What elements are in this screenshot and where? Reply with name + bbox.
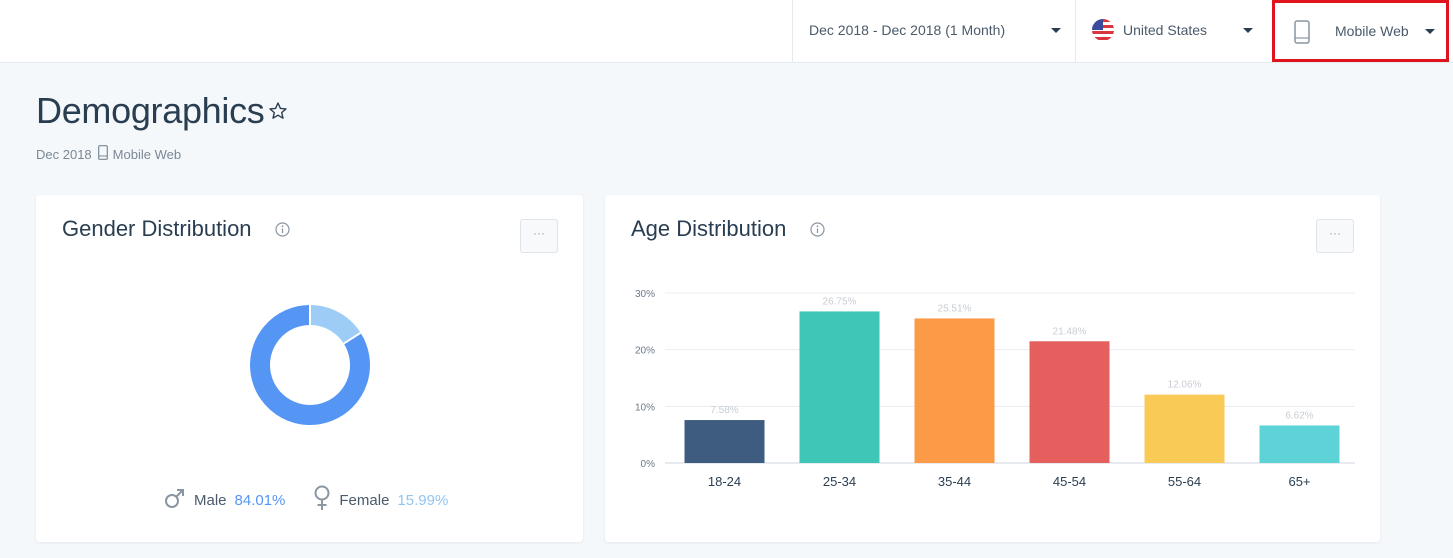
bar-value-label: 7.58% [710,405,738,416]
donut-slice-female[interactable] [309,305,361,344]
age-card-title: Age Distribution [631,216,787,241]
y-tick-label: 20% [635,346,655,357]
bar-18-24[interactable] [684,420,765,463]
chevron-down-icon [1425,29,1435,34]
bar-45-54[interactable] [1029,341,1110,463]
page-title: Demographics [36,90,265,131]
male-label: Male [194,491,227,509]
country-dropdown[interactable]: United States [1075,0,1265,62]
x-tick-label: 65+ [1288,474,1310,489]
us-flag-icon [1092,19,1114,41]
bar-value-label: 25.51% [938,303,972,314]
info-icon[interactable] [275,222,290,242]
x-tick-label: 55-64 [1168,474,1201,489]
x-tick-label: 35-44 [938,474,971,489]
donut-separator [343,331,362,345]
device-label: Mobile Web [1335,23,1409,39]
x-tick-label: 25-34 [823,474,856,489]
gender-legend: Male 84.01% Female 15.99% [164,485,448,515]
x-tick-label: 45-54 [1053,474,1086,489]
age-bar-chart: 0% 10% 20% 30% 7.58% 18-24 26.75% 25-34 25.51% 35… [635,289,1355,489]
gender-card-title: Gender Distribution [62,216,252,241]
chevron-down-icon [1051,28,1061,33]
gender-card-menu-button[interactable]: ··· [520,219,558,253]
y-tick-label: 10% [635,402,655,413]
female-label: Female [339,491,390,509]
male-icon [164,487,186,513]
subtitle-device: Mobile Web [112,146,182,162]
date-range-label: Dec 2018 - Dec 2018 (1 Month) [809,22,1006,38]
date-range-dropdown[interactable]: Dec 2018 - Dec 2018 (1 Month) [792,0,1075,62]
star-icon[interactable] [268,101,288,126]
bar-value-label: 26.75% [823,296,857,307]
mobile-device-icon [97,145,108,163]
gender-distribution-card: Gender Distribution ··· Male 84.01% Fem [36,195,583,542]
subtitle-date: Dec 2018 [36,146,92,162]
bar-value-label: 6.62% [1285,410,1313,421]
female-value: 15.99% [397,491,449,509]
bar-value-label: 21.48% [1053,326,1087,337]
bar-55-64[interactable] [1144,394,1225,463]
mobile-device-icon [1294,20,1310,47]
bar-25-34[interactable] [799,311,880,463]
y-tick-label: 30% [635,289,655,300]
female-icon [313,485,331,515]
top-filter-bar: Dec 2018 - Dec 2018 (1 Month) United Sta… [0,0,1453,63]
y-tick-label: 0% [641,459,656,470]
donut-slice-male[interactable] [250,305,370,425]
age-distribution-card: Age Distribution ··· 0% 10% 20% 30% 7.58% 18-… [605,195,1380,542]
chevron-down-icon [1243,28,1253,33]
bar-65+[interactable] [1259,425,1340,463]
bar-35-44[interactable] [914,318,995,463]
age-card-menu-button[interactable]: ··· [1316,219,1354,253]
gender-donut-chart [250,305,370,425]
info-icon[interactable] [810,222,825,242]
x-tick-label: 18-24 [708,474,741,489]
device-dropdown[interactable]: Mobile Web [1272,0,1449,62]
bar-value-label: 12.06% [1168,380,1202,391]
male-value: 84.01% [234,491,286,509]
country-label: United States [1123,22,1208,38]
page-subtitle: Dec 2018 Mobile Web [36,145,181,163]
